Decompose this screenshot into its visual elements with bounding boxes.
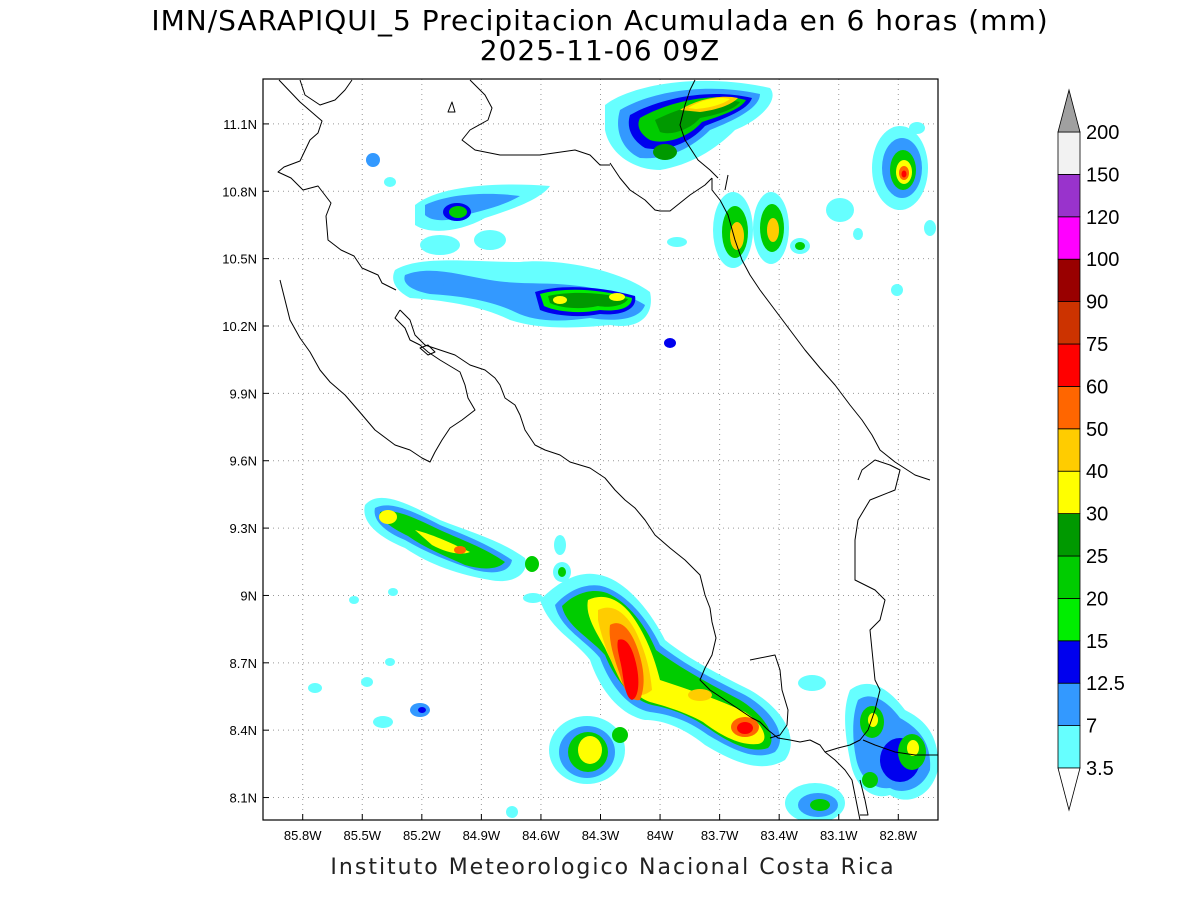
colorbar-swatch	[1057, 725, 1081, 769]
colorbar-label: 75	[1086, 334, 1108, 356]
lon-tick-label: 83.4W	[760, 828, 798, 843]
map-title: IMN/SARAPIQUI_5 Precipitacion Acumulada …	[151, 4, 1049, 37]
lon-tick-label: 82.8W	[880, 828, 918, 843]
colorbar-label: 200	[1086, 122, 1119, 144]
colorbar: 3.5 7 12.5 15 20 25 30 40 50 60 75 90 100 120 150 200	[1057, 88, 1125, 812]
rain-cluster-south-pacific	[540, 573, 791, 767]
lat-tick-label: 10.5N	[222, 252, 257, 267]
colorbar-label: 150	[1086, 164, 1119, 186]
longitude-axis: 85.8W 85.5W 85.2W 84.9W 84.6W 84.3W 84W 83.7W 83…	[284, 814, 918, 843]
lat-tick-label: 10.8N	[222, 184, 257, 199]
colorbar-label: 90	[1086, 292, 1108, 314]
lat-tick-label: 8.7N	[230, 656, 257, 671]
rain-cluster-caribbean-coast	[667, 192, 854, 268]
lon-tick-label: 84.3W	[582, 828, 620, 843]
rain-cluster-northeast	[872, 126, 928, 210]
lat-tick-label: 8.4N	[230, 723, 257, 738]
lat-tick-label: 9N	[240, 588, 257, 603]
colorbar-swatch	[1057, 470, 1081, 515]
colorbar-max-arrow	[1057, 88, 1081, 133]
lon-tick-label: 85.2W	[403, 828, 441, 843]
rain-cluster-central-north	[393, 260, 676, 348]
colorbar-swatch	[1057, 640, 1081, 684]
rain-cluster-north-band	[415, 184, 550, 255]
lon-tick-label: 84.9W	[463, 828, 501, 843]
colorbar-label: 40	[1086, 461, 1108, 483]
latitude-axis: 8.1N 8.4N 8.7N 9N 9.3N 9.6N 9.9N 10.2N 10.5N 10.8…	[222, 117, 269, 806]
rain-cluster-north	[605, 80, 773, 170]
lat-tick-label: 9.6N	[230, 454, 257, 469]
rain-cluster-southeast	[785, 684, 938, 820]
colorbar-label: 15	[1086, 631, 1108, 653]
colorbar-label: 30	[1086, 504, 1108, 526]
colorbar-swatch	[1057, 173, 1081, 218]
rain-cluster-southwest	[549, 716, 628, 784]
lat-tick-label: 11.1N	[223, 117, 257, 132]
lon-tick-label: 84W	[647, 828, 674, 843]
lon-tick-label: 83.7W	[701, 828, 739, 843]
colorbar-swatch	[1057, 682, 1081, 727]
lat-tick-label: 8.1N	[230, 791, 257, 806]
colorbar-label: 120	[1086, 207, 1119, 229]
colorbar-swatch	[1057, 555, 1081, 599]
colorbar-label: 7	[1086, 716, 1097, 738]
rain-scattered-cells	[308, 122, 936, 818]
colorbar-swatch	[1057, 216, 1081, 260]
colorbar-label: 50	[1086, 419, 1108, 441]
colorbar-label: 20	[1086, 588, 1108, 610]
colorbar-swatch	[1057, 343, 1081, 387]
map-valid-time: 2025-11-06 09Z	[479, 34, 721, 67]
colorbar-swatch	[1057, 131, 1081, 175]
colorbar-swatch	[1057, 428, 1081, 472]
colorbar-label: 100	[1086, 249, 1119, 271]
colorbar-swatch	[1057, 598, 1081, 642]
lon-tick-label: 84.6W	[522, 828, 560, 843]
precipitation-field	[277, 79, 938, 820]
lon-tick-label: 83.1W	[820, 828, 858, 843]
rain-cluster-central-pacific	[364, 497, 571, 582]
lon-tick-label: 85.8W	[284, 828, 322, 843]
colorbar-swatch	[1057, 513, 1081, 557]
colorbar-swatch	[1057, 258, 1081, 303]
colorbar-label: 60	[1086, 376, 1108, 398]
grid-lines	[263, 79, 938, 820]
coastline	[277, 79, 938, 820]
colorbar-min-arrow	[1057, 767, 1081, 812]
colorbar-swatch	[1057, 301, 1081, 345]
colorbar-swatch	[1057, 385, 1081, 430]
colorbar-label: 3.5	[1086, 758, 1114, 780]
lat-tick-label: 9.9N	[230, 386, 257, 401]
colorbar-label: 12.5	[1086, 673, 1125, 695]
lat-tick-label: 9.3N	[230, 521, 257, 536]
credit-text: Instituto Meteorologico Nacional Costa R…	[330, 855, 896, 880]
colorbar-label: 25	[1086, 546, 1108, 568]
lon-tick-label: 85.5W	[343, 828, 381, 843]
lat-tick-label: 10.2N	[222, 319, 257, 334]
